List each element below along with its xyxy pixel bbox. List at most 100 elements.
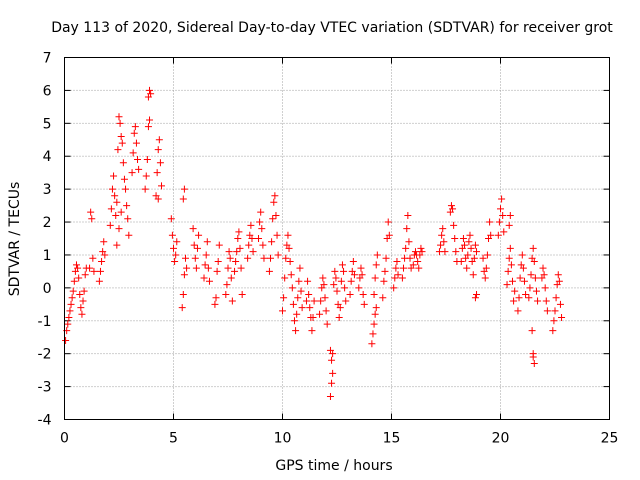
data-point [130,129,138,137]
data-point [77,304,85,312]
y-tick-label: 6 [43,83,52,99]
data-point [514,307,522,315]
data-point [358,271,366,279]
data-point [190,241,198,249]
data-point [518,251,526,259]
data-point [520,277,528,285]
data-point [170,244,177,252]
data-point [438,231,446,239]
data-point [322,307,330,315]
data-point [506,244,514,252]
data-point [125,231,133,239]
data-point [66,307,74,315]
data-point [248,235,256,242]
data-point [510,297,518,305]
y-tick-label: 5 [43,116,52,132]
data-point [531,274,539,282]
data-point [202,251,210,259]
data-point [213,267,221,275]
y-tick-label: -1 [38,314,52,330]
data-point [372,304,380,312]
data-point [328,379,336,387]
data-point [256,218,264,226]
data-point [95,277,103,285]
x-tick-label: 10 [274,431,292,447]
data-point [222,290,230,298]
data-point [249,248,257,256]
data-point [141,185,149,193]
data-point [451,235,459,242]
y-tick-label: -3 [38,380,52,396]
plot-frame [64,57,610,420]
data-point [369,330,377,338]
data-point [372,261,380,269]
data-point [541,284,549,292]
data-point [370,290,378,298]
y-tick-label: 7 [43,51,52,67]
data-point [368,340,376,348]
data-point [268,238,276,246]
data-point [503,281,511,289]
data-point [398,274,406,282]
x-tick-label: 20 [492,431,510,447]
data-point [260,254,268,262]
data-point [156,159,164,167]
data-point [129,149,137,157]
data-point [255,235,263,242]
data-point [80,287,88,295]
data-point [89,254,97,262]
data-point [317,297,325,305]
data-point [409,261,417,269]
data-point [173,238,181,246]
data-point [384,218,392,226]
data-point [232,258,240,266]
data-point [393,258,401,266]
data-point [259,241,267,249]
data-point [117,132,125,140]
data-point [350,271,358,279]
x-tick-label: 15 [383,431,401,447]
data-point [96,267,104,275]
data-point [498,195,506,203]
data-point [284,231,292,239]
data-point [494,231,502,239]
data-point [527,271,535,279]
data-point [280,294,288,302]
data-point [335,313,343,321]
data-point [226,254,234,262]
data-point [452,248,460,256]
data-point [285,244,293,252]
data-point [555,277,563,285]
data-point [281,274,289,282]
data-point [508,277,516,285]
axis-ticks [64,57,610,420]
data-point [551,307,559,315]
data-point [212,294,220,302]
data-point [158,182,166,190]
data-point [180,271,188,279]
data-point [155,136,163,144]
data-point [146,116,154,124]
data-point [119,159,127,167]
data-point [470,254,478,262]
data-point [525,294,533,302]
x-tick-label: 25 [601,431,619,447]
data-point [487,231,495,239]
data-point [146,86,154,94]
data-point [481,274,489,282]
x-tick-label: 5 [169,431,178,447]
data-point [245,241,253,249]
data-point [340,267,348,275]
data-point [505,254,513,262]
y-axis-title: SDTVAR / TECUs [7,182,23,297]
data-point [113,241,121,249]
data-point [228,297,236,305]
data-point [225,248,233,256]
data-point [98,258,106,266]
data-point [179,290,187,298]
data-point [279,307,286,315]
data-point [418,248,426,256]
data-point [296,264,304,272]
data-point [505,221,513,229]
